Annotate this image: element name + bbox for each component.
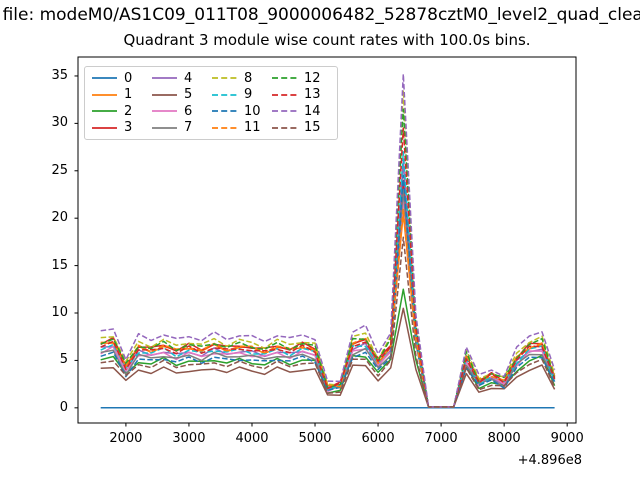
legend-item-1: 1 [91,88,151,101]
legend-sample-line [92,110,117,113]
legend-item-6: 6 [151,105,211,118]
legend-label: 10 [244,103,261,119]
y-tick-label: 30 [51,115,68,131]
legend-sample-line [212,110,237,113]
y-tick-label: 25 [51,162,68,178]
legend-label: 6 [184,103,193,119]
legend-sample-line [152,110,177,113]
y-tick-label: 15 [51,257,68,273]
legend-item-8: 8 [211,72,271,85]
legend-item-15: 15 [271,121,331,134]
legend-sample-line [212,77,237,80]
legend-sample-line [92,126,117,129]
legend-item-5: 5 [151,88,211,101]
legend-label: 12 [304,70,321,86]
legend-sample-line [272,77,297,80]
x-tick-label: 5000 [298,431,332,446]
y-tick-label: 10 [51,305,68,320]
series-line-12 [100,108,556,408]
legend: 0 1 2 3 4 5 6 7 8 9 10 11 12 13 14 15 [84,66,338,140]
series-line-7 [100,188,556,408]
axes-spines [77,56,577,424]
series-line-15 [100,236,556,408]
legend-item-14: 14 [271,105,331,118]
legend-item-10: 10 [211,105,271,118]
legend-sample-line [272,126,297,129]
legend-label: 5 [184,87,193,103]
legend-label: 4 [184,70,193,86]
legend-label: 14 [304,103,321,119]
legend-label: 2 [124,103,133,119]
legend-sample-line [212,126,237,129]
legend-label: 13 [304,87,321,103]
series-line-5 [100,307,556,408]
legend-label: 0 [124,70,133,86]
legend-label: 8 [244,70,253,86]
legend-item-12: 12 [271,72,331,85]
legend-label: 11 [244,120,261,136]
x-tick-label: 8000 [487,431,521,446]
legend-sample-line [152,93,177,96]
legend-label: 15 [304,120,321,136]
series-line-6 [100,198,556,408]
legend-label: 7 [184,120,193,136]
legend-item-0: 0 [91,72,151,85]
legend-item-9: 9 [211,88,271,101]
x-axis-offset-label: +4.896e8 [517,453,582,468]
legend-label: 9 [244,87,253,103]
series-line-3 [100,179,556,408]
x-tick-label: 2000 [109,431,143,446]
y-tick-label: 20 [51,210,68,226]
legend-item-13: 13 [271,88,331,101]
y-tick-label: 35 [51,67,68,83]
legend-sample-line [152,126,177,129]
legend-sample-line [152,77,177,80]
x-tick-label: 7000 [424,431,458,446]
series-line-13 [100,127,556,408]
legend-item-7: 7 [151,121,211,134]
legend-item-2: 2 [91,105,151,118]
legend-item-11: 11 [211,121,271,134]
legend-sample-line [272,110,297,113]
series-line-9 [100,151,556,408]
x-tick-label: 9000 [550,431,584,446]
series-line-14 [100,73,556,408]
x-tick-label: 6000 [361,431,395,446]
legend-item-3: 3 [91,121,151,134]
series-line-10 [100,174,556,408]
x-tick-label: 3000 [172,431,206,446]
legend-sample-line [92,77,117,80]
series-line-11 [100,207,556,408]
legend-sample-line [272,93,297,96]
legend-sample-line [92,93,117,96]
legend-sample-line [212,93,237,96]
legend-item-4: 4 [151,72,211,85]
y-tick-label: 0 [59,399,68,415]
y-tick-label: 5 [59,352,68,368]
figure-suptitle: n file: modeM0/AS1C09_011T08_9000006482_… [0,5,640,25]
x-tick-label: 4000 [235,431,269,446]
legend-label: 1 [124,87,133,103]
axes-title: Quadrant 3 module wise count rates with … [123,31,531,49]
legend-label: 3 [124,120,133,136]
